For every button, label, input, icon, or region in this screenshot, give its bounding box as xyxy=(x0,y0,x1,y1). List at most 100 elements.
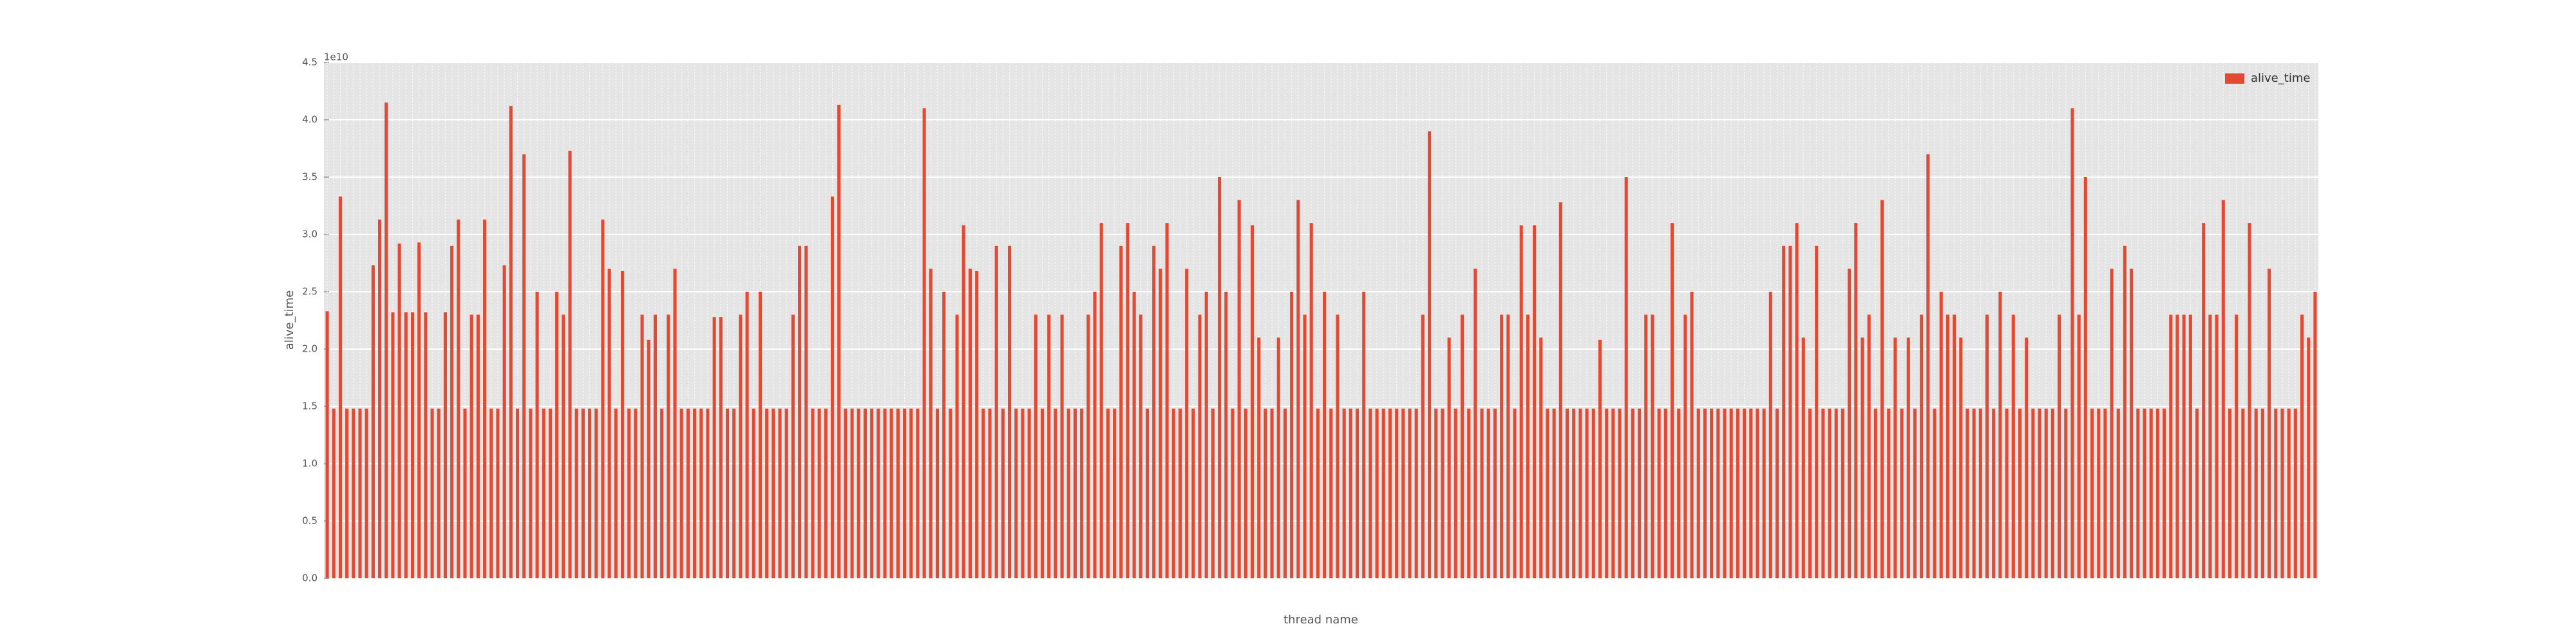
bar xyxy=(1086,314,1090,578)
bar xyxy=(1329,408,1333,578)
bar xyxy=(443,312,448,578)
bar xyxy=(1054,408,1057,578)
bar xyxy=(1447,337,1451,578)
y-tick-label: 0.5 xyxy=(302,515,317,527)
bar xyxy=(496,408,500,578)
bar xyxy=(1099,223,1103,578)
bar xyxy=(1408,408,1412,578)
bar xyxy=(1775,408,1779,578)
bar xyxy=(1663,408,1667,578)
bar xyxy=(391,312,395,578)
y-tick-label: 1.5 xyxy=(302,401,317,412)
bar xyxy=(1631,408,1634,578)
bar xyxy=(1493,408,1497,578)
bar xyxy=(968,269,972,578)
bar xyxy=(817,408,821,578)
bar xyxy=(397,243,401,578)
bar xyxy=(476,314,480,578)
bar xyxy=(1887,408,1891,578)
bar xyxy=(1670,223,1674,578)
bar xyxy=(2163,408,2166,578)
bar xyxy=(542,408,545,578)
bar xyxy=(1500,314,1504,578)
bar xyxy=(2031,408,2035,578)
bar xyxy=(1611,408,1615,578)
bar xyxy=(988,408,992,578)
bar xyxy=(1323,292,1327,578)
bar xyxy=(850,408,854,578)
bar xyxy=(2188,314,2192,578)
bar xyxy=(509,106,513,578)
bar xyxy=(430,408,434,578)
bar xyxy=(1946,314,1949,578)
bar xyxy=(719,317,723,578)
bar xyxy=(778,408,782,578)
bar xyxy=(2050,408,2054,578)
bar xyxy=(1959,337,1963,578)
bar xyxy=(1139,314,1142,578)
bar xyxy=(515,408,520,578)
bar xyxy=(614,408,618,578)
bar xyxy=(837,104,841,579)
bar xyxy=(1736,408,1739,578)
bar xyxy=(1342,408,1346,578)
bar xyxy=(424,312,428,578)
bar xyxy=(502,265,506,578)
bar xyxy=(2268,269,2271,578)
bar xyxy=(1434,408,1438,578)
bar xyxy=(581,408,585,578)
y-tick-label: 4.0 xyxy=(302,114,317,126)
bar xyxy=(2090,408,2094,578)
bar xyxy=(463,408,467,578)
bar xyxy=(1690,292,1694,578)
bar xyxy=(1362,292,1366,578)
bar xyxy=(457,219,460,578)
bar xyxy=(863,408,867,578)
bar xyxy=(1756,408,1759,578)
bar xyxy=(2287,408,2291,578)
bar xyxy=(1106,408,1110,578)
bar xyxy=(1224,292,1228,578)
bar xyxy=(1710,408,1714,578)
bar xyxy=(1421,314,1425,578)
bar xyxy=(1119,245,1123,578)
bar xyxy=(1920,314,1924,578)
bar xyxy=(1788,245,1792,578)
bar xyxy=(1880,200,1884,579)
bar xyxy=(620,270,625,578)
bar xyxy=(1073,408,1077,578)
bar xyxy=(2280,408,2284,578)
bar xyxy=(798,245,802,578)
bar xyxy=(404,312,408,578)
bar xyxy=(942,292,946,578)
bar xyxy=(1906,337,1910,578)
bar xyxy=(1113,408,1117,578)
bar xyxy=(1159,269,1162,578)
bar xyxy=(1349,408,1352,578)
bar xyxy=(1375,408,1379,578)
bar xyxy=(1066,408,1070,578)
bar xyxy=(1486,408,1490,578)
bar xyxy=(1953,314,1956,578)
bar xyxy=(2149,408,2153,578)
bar xyxy=(1526,314,1530,578)
bar xyxy=(1729,408,1733,578)
bar xyxy=(981,408,985,578)
bar xyxy=(1618,408,1622,578)
bar xyxy=(640,314,644,578)
bar xyxy=(1657,408,1661,578)
bar xyxy=(772,408,775,578)
bar xyxy=(830,196,835,578)
bar xyxy=(1316,408,1320,578)
bar xyxy=(1414,408,1418,578)
bar xyxy=(1854,223,1858,578)
bar xyxy=(1782,245,1786,578)
bar xyxy=(574,408,578,578)
bar xyxy=(870,408,874,578)
bar xyxy=(949,408,952,578)
bar xyxy=(1296,200,1300,579)
bar xyxy=(1428,131,1432,579)
bar xyxy=(2228,408,2232,578)
bar xyxy=(2254,408,2258,578)
